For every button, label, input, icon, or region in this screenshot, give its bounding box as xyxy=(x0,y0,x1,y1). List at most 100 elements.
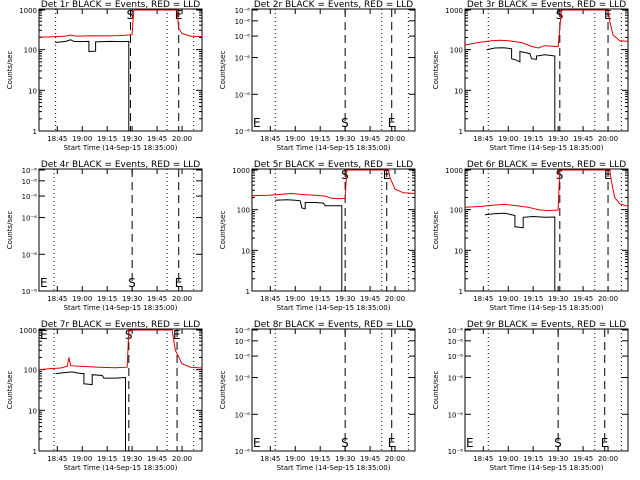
x-tick-label: 20:00 xyxy=(598,455,618,463)
marker-label-S: S xyxy=(341,436,349,450)
y-tick-label: 10⁻⁶ xyxy=(448,327,464,335)
x-tick-label: 19:00 xyxy=(72,135,92,143)
panel-title: Det 3r BLACK = Events, RED = LLD xyxy=(467,0,626,10)
x-tick-label: 19:00 xyxy=(285,455,305,463)
y-tick-label: 10⁻⁶ xyxy=(235,338,251,346)
y-axis-label: Counts/sec xyxy=(432,51,440,90)
y-tick-label: 1000 xyxy=(19,7,37,15)
marker-label-S: S xyxy=(556,8,564,22)
plot-frame xyxy=(251,328,416,452)
x-tick-label: 18:45 xyxy=(260,295,280,303)
left-edge-label: E xyxy=(253,436,261,450)
x-tick-label: 19:00 xyxy=(72,455,92,463)
y-tick-label: 10 xyxy=(28,87,37,95)
y-tick-label: 10 xyxy=(28,407,37,415)
y-axis-label: Counts/sec xyxy=(219,51,227,90)
panel-title: Det 6r BLACK = Events, RED = LLD xyxy=(467,160,626,170)
x-tick-label: 19:15 xyxy=(523,295,543,303)
x-tick-label: 19:30 xyxy=(335,295,355,303)
left-edge-label: E xyxy=(253,116,261,130)
x-tick-label: 19:15 xyxy=(523,455,543,463)
y-tick-label: 1 xyxy=(459,128,463,136)
x-tick-label: 19:30 xyxy=(122,455,142,463)
marker-label-E: E xyxy=(601,436,609,450)
x-tick-label: 19:00 xyxy=(498,295,518,303)
x-tick-label: 20:00 xyxy=(385,135,405,143)
marker-label-E: E xyxy=(604,168,612,182)
y-axis-label: Counts/sec xyxy=(432,211,440,250)
plot-frame xyxy=(38,328,203,452)
y-tick-label: 10⁻⁶ xyxy=(22,167,38,175)
x-tick-label: 18:45 xyxy=(260,135,280,143)
marker-label-E: E xyxy=(383,168,391,182)
left-edge-label: E xyxy=(466,436,474,450)
panel-title: Det 1r BLACK = Events, RED = LLD xyxy=(41,0,200,10)
marker-label-E: E xyxy=(388,436,396,450)
x-axis-label: Start Time (14-Sep-15 18:35:00) xyxy=(490,464,604,472)
marker-label-E: E xyxy=(175,8,183,22)
x-axis-label: Start Time (14-Sep-15 18:35:00) xyxy=(490,144,604,152)
x-axis-label: Start Time (14-Sep-15 18:35:00) xyxy=(277,144,391,152)
y-tick-label: 10⁻⁶ xyxy=(235,353,251,361)
x-tick-label: 19:30 xyxy=(548,455,568,463)
x-tick-label: 18:45 xyxy=(47,135,67,143)
events-series-line xyxy=(484,212,556,291)
y-tick-label: 10 xyxy=(454,87,463,95)
y-tick-label: 10⁻⁶ xyxy=(22,215,38,223)
x-axis-label: Start Time (14-Sep-15 18:35:00) xyxy=(64,304,178,312)
plot-frame xyxy=(38,168,203,292)
x-axis-label: Start Time (14-Sep-15 18:35:00) xyxy=(277,464,391,472)
y-tick-label: 10⁻⁶ xyxy=(235,327,251,335)
x-tick-label: 19:00 xyxy=(285,135,305,143)
panel-title: Det 8r BLACK = Events, RED = LLD xyxy=(254,320,413,330)
x-tick-label: 19:15 xyxy=(97,295,117,303)
x-tick-label: 19:15 xyxy=(97,455,117,463)
x-tick-label: 19:15 xyxy=(310,295,330,303)
x-tick-label: 19:00 xyxy=(498,135,518,143)
x-tick-label: 20:00 xyxy=(598,295,618,303)
x-tick-label: 18:45 xyxy=(473,455,493,463)
left-edge-label: E xyxy=(40,276,48,290)
y-tick-label: 10 xyxy=(241,247,250,255)
y-axis-label: Counts/sec xyxy=(432,371,440,410)
panel-title: Det 5r BLACK = Events, RED = LLD xyxy=(254,160,413,170)
y-tick-label: 1000 xyxy=(445,167,463,175)
y-tick-label: 10⁻⁶ xyxy=(235,33,251,41)
marker-label-S: S xyxy=(126,8,134,22)
x-tick-label: 20:00 xyxy=(172,135,192,143)
marker-label-E: E xyxy=(175,276,183,290)
panel-title: Det 4r BLACK = Events, RED = LLD xyxy=(41,160,200,170)
y-tick-label: 10⁻⁶ xyxy=(22,193,38,201)
plot-frame xyxy=(38,8,203,132)
x-axis-label: Start Time (14-Sep-15 18:35:00) xyxy=(490,304,604,312)
x-tick-label: 20:00 xyxy=(172,295,192,303)
x-tick-label: 19:15 xyxy=(310,455,330,463)
x-tick-label: 20:00 xyxy=(385,295,405,303)
y-tick-label: 10⁻⁶ xyxy=(235,411,251,419)
y-tick-label: 1 xyxy=(33,448,37,456)
x-tick-label: 19:30 xyxy=(548,295,568,303)
y-tick-label: 10⁻⁶ xyxy=(235,128,251,136)
marker-label-E: E xyxy=(173,328,181,342)
y-tick-label: 10⁻⁶ xyxy=(22,251,38,259)
y-tick-label: 10⁻⁶ xyxy=(235,375,251,383)
x-tick-label: 19:30 xyxy=(335,455,355,463)
y-tick-label: 100 xyxy=(24,367,37,375)
plot-frame xyxy=(251,8,416,132)
x-tick-label: 19:45 xyxy=(360,135,380,143)
x-tick-label: 19:45 xyxy=(147,455,167,463)
x-tick-label: 18:45 xyxy=(473,135,493,143)
plot-frame xyxy=(464,328,629,452)
x-tick-label: 19:30 xyxy=(548,135,568,143)
plot-frame xyxy=(251,168,416,292)
y-tick-label: 1 xyxy=(246,288,250,296)
x-tick-label: 19:45 xyxy=(147,135,167,143)
x-tick-label: 19:45 xyxy=(573,295,593,303)
panel-title: Det 2r BLACK = Events, RED = LLD xyxy=(254,0,413,10)
marker-label-E: E xyxy=(388,116,396,130)
x-tick-label: 19:00 xyxy=(72,295,92,303)
y-tick-label: 10⁻⁶ xyxy=(448,338,464,346)
